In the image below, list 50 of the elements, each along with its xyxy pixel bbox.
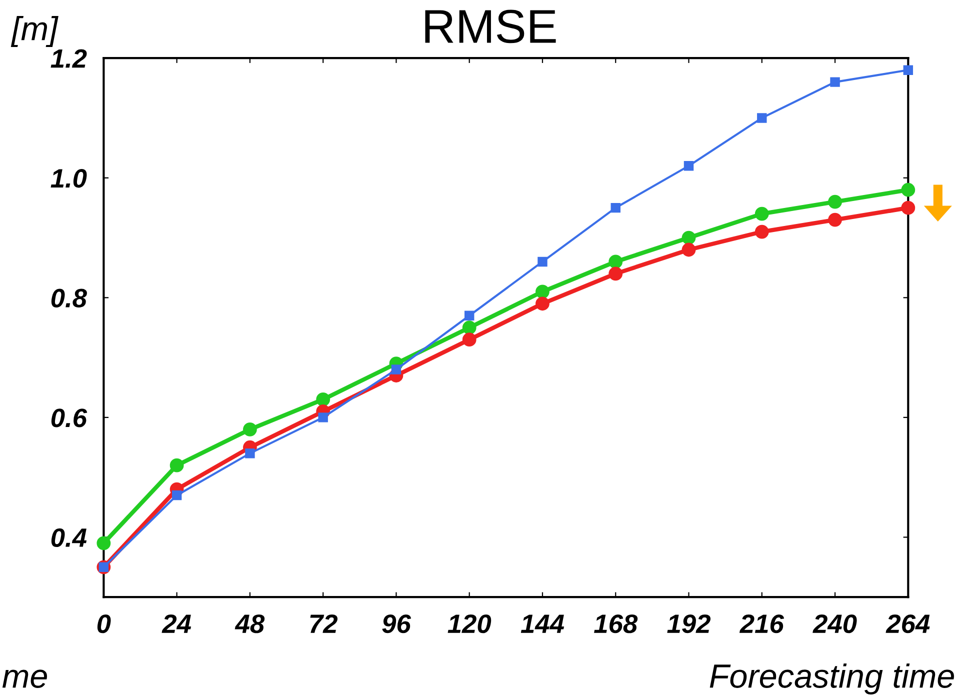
- point: [172, 490, 182, 500]
- x-axis-title: Forecasting time: [710, 663, 954, 695]
- point: [901, 182, 916, 197]
- x-tick-label: 72: [310, 614, 338, 633]
- point: [754, 224, 769, 239]
- point: [536, 284, 550, 299]
- point: [684, 161, 694, 171]
- point: [830, 77, 840, 87]
- x-tick-label: 216: [739, 614, 784, 634]
- x-tick-label: 264: [886, 614, 930, 634]
- x-tick-label: 240: [812, 614, 857, 634]
- text: me: [2, 670, 47, 688]
- point: [757, 113, 767, 123]
- point: [754, 206, 769, 221]
- point: [245, 448, 255, 458]
- y-axis-title: [m]: [10, 16, 58, 48]
- point: [316, 392, 330, 406]
- point: [464, 310, 474, 320]
- point: [608, 254, 623, 269]
- x-tick-label: 144: [520, 614, 564, 633]
- x-tick-label: 24: [162, 614, 192, 633]
- chart-title: RMSE: [425, 10, 556, 44]
- point: [901, 200, 916, 215]
- point: [682, 230, 696, 245]
- point: [828, 212, 842, 227]
- point: [318, 412, 328, 422]
- y-tick-label: 1.0: [50, 169, 87, 188]
- point: [170, 458, 184, 472]
- point: [610, 202, 620, 213]
- x-tick-label: 168: [594, 614, 638, 634]
- y-tick-label: 0.4: [51, 528, 87, 548]
- x-tick-label: 96: [382, 614, 412, 634]
- x-tick-label: 120: [448, 614, 492, 634]
- point: [682, 242, 696, 257]
- point: [462, 320, 476, 335]
- x-tick-label: 192: [667, 614, 711, 634]
- y-tick-label: 1.2: [50, 49, 87, 68]
- point: [608, 266, 623, 281]
- y-tick-label: 0.6: [51, 408, 88, 428]
- y-tick-label: 0.8: [51, 288, 87, 308]
- point: [391, 364, 402, 374]
- point: [828, 194, 842, 209]
- point: [903, 65, 914, 75]
- x-tick-label: 0: [97, 614, 111, 634]
- point: [536, 296, 550, 311]
- point: [96, 536, 111, 550]
- x-tick-label: 48: [234, 614, 265, 634]
- point: [462, 332, 476, 347]
- point: [243, 422, 257, 436]
- point: [538, 256, 548, 267]
